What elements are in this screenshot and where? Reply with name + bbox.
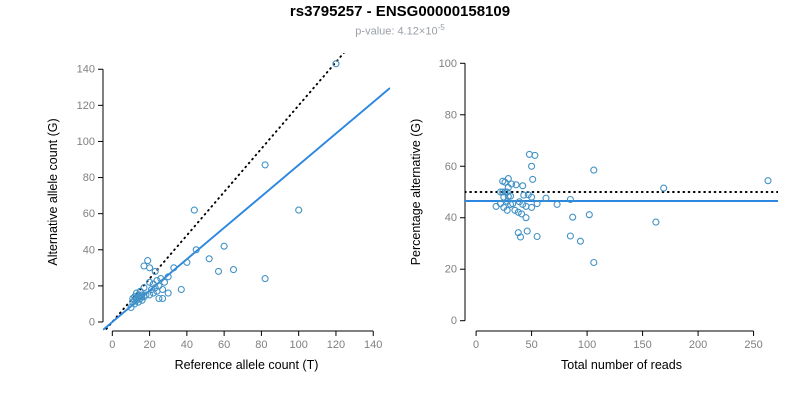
svg-text:40: 40 [83, 244, 95, 256]
svg-text:80: 80 [255, 339, 267, 351]
svg-text:140: 140 [364, 339, 382, 351]
svg-text:120: 120 [327, 339, 345, 351]
svg-text:100: 100 [439, 57, 457, 69]
svg-text:60: 60 [83, 208, 95, 220]
svg-text:40: 40 [181, 339, 193, 351]
p-value-label: p-value: 4.12×10-5 [0, 21, 800, 39]
svg-text:80: 80 [83, 172, 95, 184]
svg-text:Alternative allele count (G): Alternative allele count (G) [46, 118, 60, 265]
svg-text:100: 100 [290, 339, 308, 351]
svg-text:0: 0 [451, 315, 457, 327]
figure-header: rs3795257 - ENSG00000158109 p-value: 4.1… [0, 0, 800, 39]
svg-text:100: 100 [578, 339, 596, 351]
p-value-exponent: -5 [437, 23, 445, 32]
svg-text:20: 20 [445, 263, 457, 275]
svg-text:250: 250 [744, 339, 762, 351]
svg-text:20: 20 [83, 280, 95, 292]
allele-count-scatter-plot: 0 20 40 60 80 100 120 140 0 20 40 60 80 100 120 140 Refe… [46, 52, 390, 372]
svg-text:140: 140 [77, 63, 95, 75]
svg-text:Reference allele count (T): Reference allele count (T) [175, 358, 319, 372]
svg-text:50: 50 [525, 339, 537, 351]
svg-text:0: 0 [473, 339, 479, 351]
svg-text:100: 100 [77, 136, 95, 148]
svg-text:60: 60 [445, 160, 457, 172]
svg-text:120: 120 [77, 100, 95, 112]
svg-text:Percentage alternative (G): Percentage alternative (G) [409, 118, 423, 265]
p-value-text: p-value: 4.12×10 [355, 25, 438, 38]
svg-text:150: 150 [633, 339, 651, 351]
svg-text:40: 40 [445, 212, 457, 224]
percentage-scatter-plot: 0 50 100 150 200 250 0 20 40 60 80 100 Total number … [409, 57, 778, 372]
svg-text:Total number of reads: Total number of reads [561, 358, 682, 372]
figure-title: rs3795257 - ENSG00000158109 [289, 3, 511, 20]
svg-text:60: 60 [218, 339, 230, 351]
svg-text:200: 200 [689, 339, 707, 351]
svg-text:20: 20 [143, 339, 155, 351]
svg-text:80: 80 [445, 109, 457, 121]
charts-row: 0 20 40 60 80 100 120 140 0 20 40 60 80 100 120 140 Refe… [0, 39, 800, 401]
svg-text:0: 0 [109, 339, 115, 351]
svg-text:0: 0 [89, 316, 95, 328]
